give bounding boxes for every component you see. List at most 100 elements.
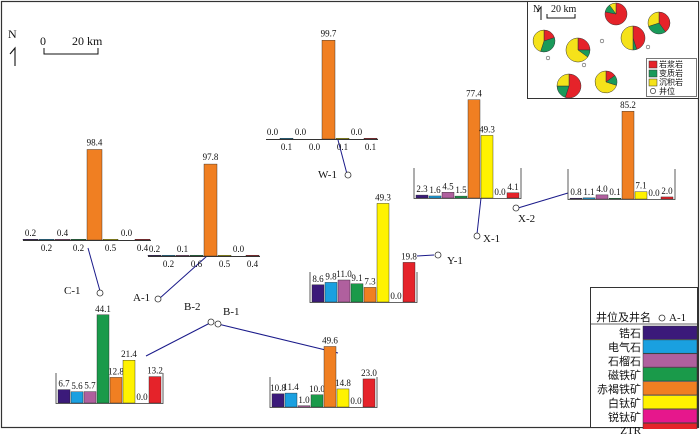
- value-label-x-1-0: 2.3: [416, 184, 428, 194]
- connector-w1: [337, 139, 348, 175]
- legend-swatch-1: [642, 339, 698, 354]
- value-label-b-1-5: 14.8: [335, 378, 351, 388]
- north-arrow-icon: [9, 46, 16, 66]
- inset-north-arrow-icon: [536, 5, 542, 20]
- bar-b-1-5: [336, 388, 350, 408]
- red-square-icon: [648, 60, 658, 69]
- well-name-a1: A-1: [133, 292, 151, 304]
- pie-slice-sedimentary: [620, 25, 634, 51]
- north-label: N: [8, 27, 17, 41]
- value-label-b-2-4: 12.8: [108, 366, 124, 376]
- scale-bar: [43, 48, 99, 55]
- value-label-w-1-2: 0.0: [295, 127, 307, 137]
- inset-legend-sedimentary: 沉积岩: [659, 78, 683, 87]
- value-label-b-1-0: 10.8: [270, 383, 286, 393]
- well-marker-x1: [473, 232, 481, 240]
- bar-a-1-2: [175, 254, 190, 257]
- legend-swatch-5: [642, 395, 698, 410]
- bar-a-1-4: [203, 163, 218, 257]
- well-marker-x2: [512, 204, 520, 212]
- well-marker-b2: [207, 318, 215, 326]
- value-label-x-2-5: 7.1: [635, 181, 646, 191]
- inset-north-label: N: [533, 4, 541, 15]
- bar-x-2-2: [595, 194, 609, 200]
- connector-c1: [87, 247, 101, 292]
- value-label-b-1-4: 49.6: [322, 335, 338, 345]
- value-label-b-2-1: 5.6: [71, 381, 83, 391]
- bar-c-1-1: [38, 238, 55, 241]
- bar-x-1-5: [480, 135, 494, 199]
- legend-header: 井位及井名: [596, 312, 651, 324]
- bar-a-1-3: [189, 254, 204, 257]
- inset-legend-igneous: 岩浆岩: [659, 60, 683, 69]
- bar-c-1-5: [102, 238, 119, 241]
- value-label-w-1-4: 99.7: [321, 28, 337, 38]
- value-label-c-1-3: 0.2: [73, 243, 84, 253]
- legend-label-zircon: 锆石: [619, 328, 641, 340]
- bar-b-1-0: [271, 393, 285, 408]
- well-name-b2: B-2: [184, 301, 201, 313]
- well-circle-icon: [650, 88, 656, 94]
- legend-label-garnet: 石榴石: [608, 356, 641, 368]
- bar-b-2-3: [96, 314, 110, 404]
- scale-label: 20 km: [72, 34, 103, 48]
- value-label-b-2-6: 0.0: [136, 392, 148, 402]
- value-label-x-1-2: 4.5: [442, 181, 454, 191]
- frame-b-1: [269, 377, 378, 408]
- value-label-c-1-5: 0.5: [105, 243, 117, 253]
- bar-b-2-0: [57, 389, 71, 404]
- frame-x-1: [413, 168, 522, 199]
- bar-x-1-4: [467, 99, 481, 199]
- connector-a1: [159, 255, 208, 299]
- inset-pie-5: [620, 25, 646, 51]
- value-label-a-1-6: 0.0: [233, 244, 245, 254]
- legend-label-magnetite: 磁铁矿: [608, 370, 641, 382]
- value-label-y-1-0: 8.6: [312, 274, 324, 284]
- bar-b-2-1: [70, 391, 84, 404]
- pie-slice-sedimentary: [565, 37, 589, 63]
- value-label-c-1-0: 0.2: [25, 228, 36, 238]
- value-label-x-2-7: 2.0: [661, 186, 673, 196]
- bar-b-2-4: [109, 377, 123, 404]
- value-label-x-2-3: 0.1: [609, 187, 620, 197]
- legend-label-leucoxene: 白钛矿: [608, 398, 641, 410]
- bar-c-1-3: [70, 238, 87, 241]
- value-label-b-1-6: 0.0: [350, 396, 362, 406]
- value-label-b-1-1: 11.4: [283, 382, 299, 392]
- well-connectors: [87, 139, 569, 357]
- legend-swatch-4: [642, 381, 698, 396]
- inset-pie-3: [565, 37, 591, 63]
- value-label-x-1-6: 0.0: [494, 187, 506, 197]
- bar-w-1-4: [321, 40, 336, 140]
- scale-zero-label: 0: [40, 34, 46, 48]
- inset-legend-metamorphic: 变质岩: [659, 69, 683, 78]
- bar-b-1-1: [284, 392, 298, 408]
- value-label-b-2-7: 13.2: [147, 366, 163, 376]
- well-name-x2: X-2: [518, 213, 536, 225]
- legend-label-ztr: ZTR: [620, 425, 641, 437]
- value-label-a-1-3: 0.6: [191, 259, 203, 269]
- connector-y1: [416, 254, 435, 257]
- bar-w-1-1: [279, 137, 294, 140]
- bar-chart-x-2: 0.8 1.1 4.0 0.1 85.2 7.10.0 2.0: [567, 100, 676, 200]
- well-name-b1: B-1: [223, 306, 240, 318]
- bar-chart-x-1: 2.3 1.6 4.5 1.5 77.4 49.3 0.04.1: [413, 89, 522, 199]
- value-label-w-1-5: 0.1: [337, 142, 348, 152]
- well-marker-y1: [434, 251, 442, 259]
- bar-chart-c-1: 0.2 0.2 0.4 0.2 98.4 0.5 0.0 0.4: [22, 137, 151, 253]
- pie-slice-sedimentary: [532, 29, 545, 52]
- legend-well-circle-icon: [658, 314, 666, 322]
- value-label-y-1-4: 7.3: [364, 276, 376, 286]
- value-label-y-1-6: 0.0: [390, 291, 402, 301]
- inset-scale-bar: [546, 14, 576, 19]
- legend-swatch-7: [642, 423, 698, 429]
- frame-b-2: [55, 373, 164, 404]
- bar-x-1-1: [428, 195, 442, 199]
- value-label-x-1-1: 1.6: [429, 185, 441, 195]
- bar-x-1-3: [454, 195, 468, 199]
- connector-x2: [517, 192, 569, 209]
- connector-x1: [476, 197, 482, 235]
- bar-y-1-4: [363, 287, 377, 303]
- well-markers: [96, 171, 520, 328]
- green-square-icon: [648, 69, 658, 78]
